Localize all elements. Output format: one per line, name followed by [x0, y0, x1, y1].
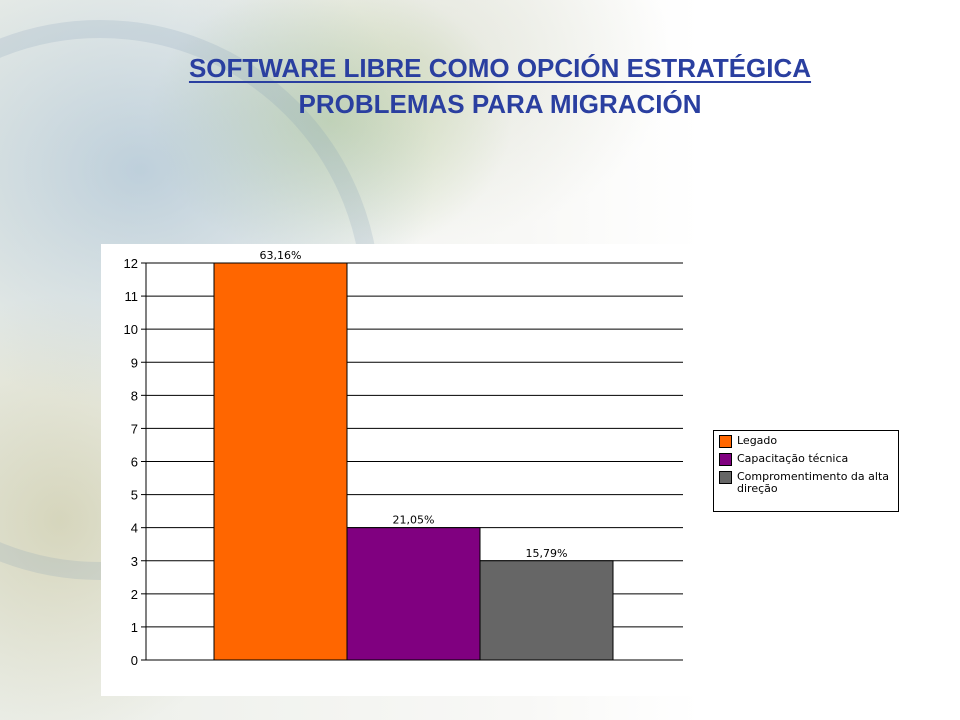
y-tick-label-4: 4: [131, 521, 138, 536]
legend-item-compromentimento: Compromentimento da alta direção: [719, 471, 894, 495]
legend-swatch-compromentimento: [719, 471, 732, 484]
data-label-1: 63,16%: [260, 249, 302, 262]
legend-swatch-legado: [719, 435, 732, 448]
legend-label-compromentimento: Compromentimento da alta direção: [737, 470, 890, 495]
y-tick-label-9: 9: [131, 355, 138, 370]
chart-area: 0 1 2 3 4 5 6 7 8 9 10 11 12 63,16% 21,05% 15,79% Legad…: [101, 244, 921, 696]
legend-item-legado: Legado: [719, 435, 894, 448]
data-label-3: 15,79%: [526, 547, 568, 560]
title-line-1: SOFTWARE LIBRE COMO OPCIÓN ESTRATÉGICA: [188, 53, 812, 83]
legend-swatch-capacitacao: [719, 453, 732, 466]
bar-1: [213, 262, 348, 661]
bar-2: [346, 527, 481, 661]
legend-item-capacitacao: Capacitação técnica: [719, 453, 894, 466]
y-tick-label-8: 8: [131, 388, 138, 403]
y-tick-label-11: 11: [125, 289, 139, 304]
chart-legend: Legado Capacitação técnica Compromentime…: [713, 430, 899, 512]
y-tick-label-7: 7: [131, 421, 138, 436]
y-tick-label-6: 6: [131, 455, 138, 470]
y-tick-label-0: 0: [131, 653, 138, 668]
bar-3: [479, 560, 614, 661]
legend-label-capacitacao: Capacitação técnica: [737, 452, 849, 465]
slide-title: SOFTWARE LIBRE COMO OPCIÓN ESTRATÉGICA P…: [80, 50, 920, 122]
y-tick-label-2: 2: [131, 587, 138, 602]
y-tick-label-3: 3: [131, 554, 138, 569]
y-tick-label-12: 12: [124, 256, 138, 271]
y-tick-label-5: 5: [131, 488, 138, 503]
y-tick-label-10: 10: [124, 322, 138, 337]
y-tick-label-1: 1: [131, 620, 138, 635]
legend-label-legado: Legado: [737, 434, 778, 447]
title-line-2: PROBLEMAS PARA MIGRACIÓN: [298, 89, 702, 119]
data-label-2: 21,05%: [393, 514, 435, 527]
